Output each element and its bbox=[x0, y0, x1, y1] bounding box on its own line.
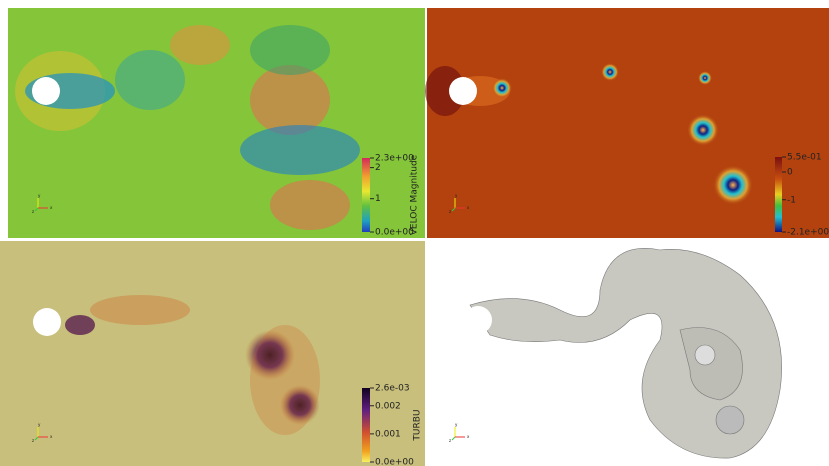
colorbar-title: VELOC Magnitude bbox=[410, 154, 420, 235]
colorbar-label: 1 bbox=[375, 194, 381, 204]
triad-axis bbox=[452, 437, 455, 440]
panel-isosurface bbox=[464, 248, 782, 458]
colorbar-title: TURBU bbox=[413, 409, 423, 441]
triad-label: z bbox=[32, 438, 34, 443]
colorbar-label: 0.002 bbox=[375, 401, 401, 411]
viz-screenshot: 2.3e+00210.0e+00VELOC Magnitudeyzx5.5e-0… bbox=[0, 0, 829, 466]
colorbar-label: -1 bbox=[787, 195, 796, 205]
triad-label: z bbox=[449, 438, 451, 443]
colorbar-label: 0.001 bbox=[375, 429, 401, 439]
panel-turbulence bbox=[0, 241, 425, 466]
colorbar-label: 2.3e+00 bbox=[375, 154, 414, 164]
colorbar-label: 0 bbox=[787, 168, 793, 178]
colorbar-label: 2 bbox=[375, 163, 381, 173]
colorbar-label: 2.6e-03 bbox=[375, 384, 410, 394]
triad-label: x bbox=[467, 434, 470, 439]
colorbar-label: 5.5e-01 bbox=[787, 153, 822, 163]
panel-velocity bbox=[8, 8, 425, 238]
colorbar-label: 0.0e+00 bbox=[375, 458, 414, 466]
colorbar-label: 0.0e+00 bbox=[375, 228, 414, 238]
triad-label: z bbox=[32, 209, 34, 214]
colorbar-label: -2.1e+00 bbox=[787, 228, 829, 238]
panel-vorticity bbox=[425, 8, 829, 238]
triad-label: y bbox=[455, 422, 458, 427]
triad-label: z bbox=[449, 209, 451, 214]
